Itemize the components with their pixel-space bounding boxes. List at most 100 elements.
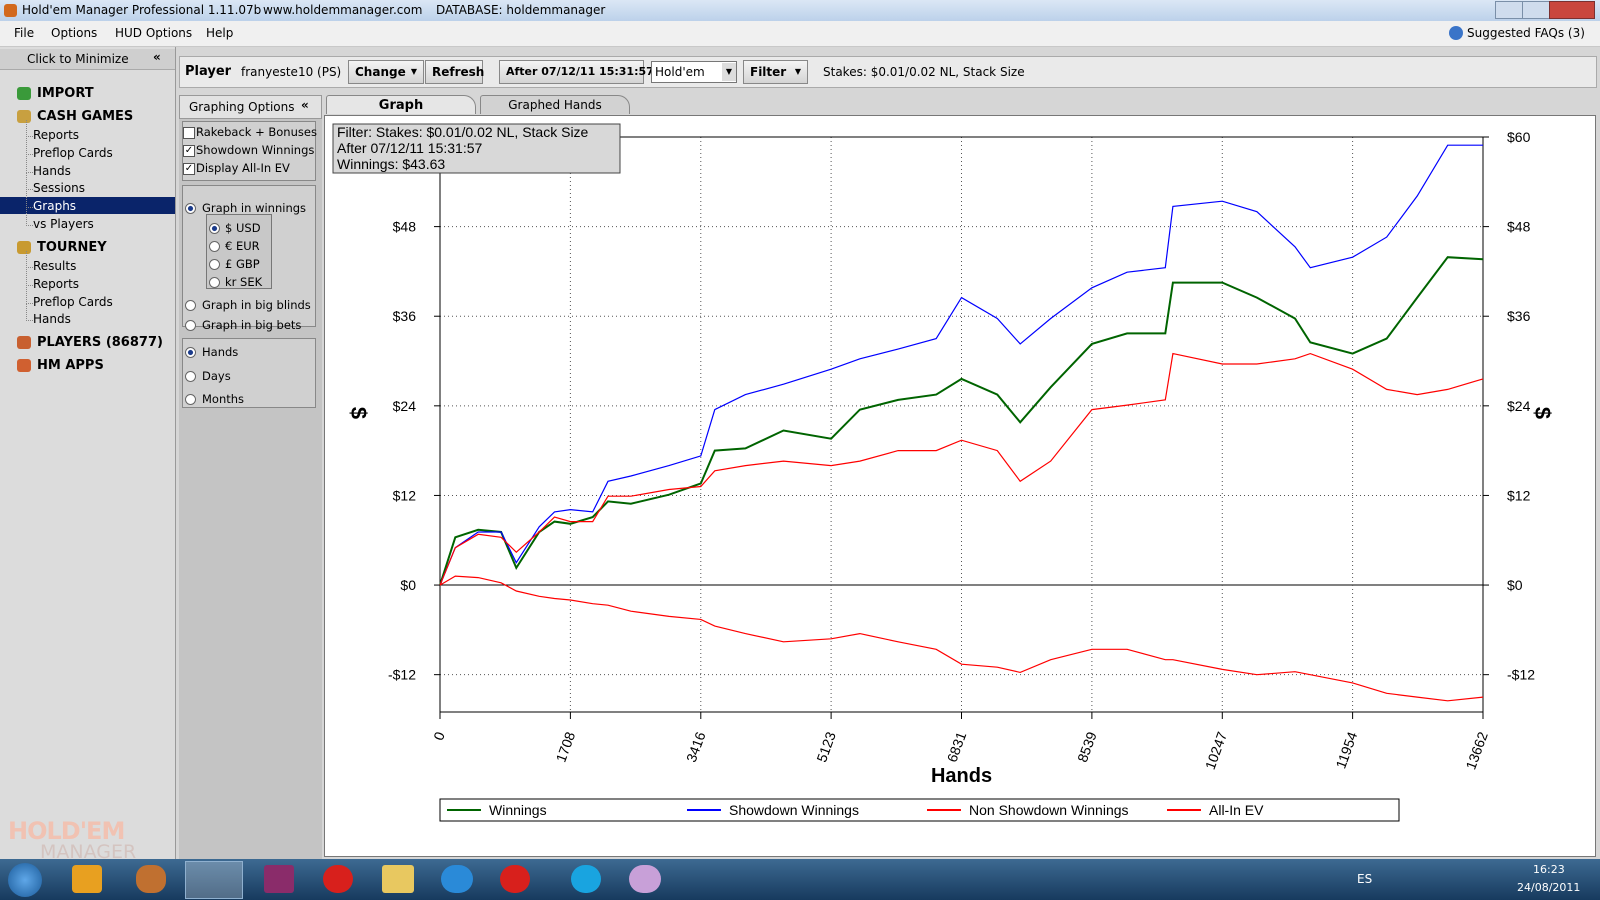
checkbox-label[interactable]: Showdown Winnings — [196, 143, 315, 157]
section-header[interactable]: HM APPS — [37, 358, 104, 374]
clock-time: 16:23 — [1533, 863, 1565, 876]
tab[interactable]: Graph — [326, 95, 476, 114]
change-button[interactable]: Change ▼ — [348, 60, 424, 84]
tree-line — [26, 251, 33, 268]
menu-item[interactable]: File — [14, 26, 35, 40]
radio[interactable] — [185, 347, 196, 358]
annotation-box — [332, 123, 621, 174]
clock-date: 24/08/2011 — [1517, 881, 1581, 894]
checkbox-label[interactable]: Display All-In EV — [196, 161, 290, 175]
nav-item[interactable]: Sessions — [33, 181, 86, 196]
language-indicator[interactable]: ES — [1357, 872, 1373, 886]
section-icon — [17, 87, 31, 100]
taskbar-app[interactable] — [571, 865, 601, 893]
legend-label: All-In EV — [1209, 802, 1264, 818]
menu-item[interactable]: Options — [51, 26, 98, 40]
section-header[interactable]: TOURNEY — [37, 240, 107, 255]
radio-label[interactable]: $ USD — [225, 221, 261, 235]
x-tick-label: 3416 — [683, 729, 709, 764]
radio[interactable] — [185, 320, 196, 331]
radio-label[interactable]: kr SEK — [225, 275, 263, 289]
taskbar-app[interactable] — [323, 865, 353, 893]
nav-item[interactable]: Preflop Cards — [33, 294, 113, 309]
nav-item[interactable]: vs Players — [33, 217, 94, 231]
minimize-bar[interactable]: Click to Minimize « — [0, 49, 175, 70]
radio-label[interactable]: Graph in big blinds — [202, 298, 311, 312]
taskbar-app[interactable] — [500, 865, 530, 893]
stakes-text: Stakes: $0.01/0.02 NL, Stack Size — [823, 65, 1025, 79]
y-tick-label: $48 — [393, 219, 417, 235]
collapse-arrow[interactable]: « — [301, 98, 309, 112]
radio-label[interactable]: Graph in big bets — [202, 318, 302, 332]
radio-label[interactable]: Hands — [202, 345, 239, 359]
section-header[interactable]: PLAYERS (86877) — [37, 335, 163, 351]
game-select[interactable]: Hold'em ▼ — [651, 61, 737, 83]
checkbox-label[interactable]: Rakeback + Bonuses — [196, 125, 317, 139]
tree-line — [26, 304, 33, 322]
radio-label[interactable]: £ GBP — [225, 257, 260, 271]
radio[interactable] — [185, 203, 196, 214]
y2-tick-label: $24 — [1507, 398, 1531, 414]
radio[interactable] — [209, 259, 220, 270]
radio[interactable] — [185, 300, 196, 311]
y2-tick-label: $12 — [1507, 487, 1531, 503]
minimize-button[interactable] — [1495, 1, 1523, 19]
series-line — [439, 575, 1484, 702]
section-header[interactable]: CASH GAMES — [37, 109, 134, 124]
refresh-button[interactable]: Refresh — [425, 60, 484, 84]
taskbar-app[interactable] — [382, 865, 414, 893]
graphing-options-header: Graphing Options « — [179, 95, 322, 119]
radio-label[interactable]: Months — [202, 392, 245, 406]
nav-item[interactable]: Reports — [33, 276, 80, 291]
radio-label[interactable]: Days — [202, 368, 231, 383]
section-icon — [17, 241, 31, 254]
checkbox[interactable] — [183, 127, 195, 139]
nav-item[interactable]: Preflop Cards — [33, 145, 113, 160]
radio-label[interactable]: Graph in winnings — [202, 201, 307, 215]
radio[interactable] — [209, 223, 220, 234]
section-header[interactable]: IMPORT — [37, 86, 94, 101]
taskbar-app[interactable] — [264, 865, 294, 893]
taskbar-app[interactable] — [441, 865, 473, 893]
y2-tick-label: $60 — [1507, 129, 1531, 145]
maximize-button[interactable] — [1522, 1, 1550, 19]
app-icon — [4, 4, 17, 17]
window-database: DATABASE: holdemmanager — [436, 3, 606, 17]
period-group — [182, 338, 316, 408]
radio[interactable] — [209, 277, 220, 288]
radio-label[interactable]: € EUR — [225, 239, 260, 253]
nav-item[interactable]: Results — [33, 259, 77, 273]
taskbar-app[interactable] — [72, 865, 102, 893]
section-icon — [17, 336, 31, 350]
taskbar-app-active[interactable] — [185, 861, 243, 899]
radio[interactable] — [185, 394, 196, 405]
menu-item[interactable]: HUD Options — [115, 26, 193, 40]
logo-top: HOLD'EM — [8, 817, 125, 845]
menu-bar: Suggested FAQs (3) File Options HUD Option… — [0, 21, 1600, 47]
tree-line — [26, 268, 33, 286]
taskbar-app[interactable] — [629, 865, 661, 893]
date-filter-button[interactable]: After 07/12/11 15:31:57 — [499, 60, 654, 84]
close-button[interactable] — [1549, 1, 1595, 19]
nav-item[interactable]: Reports — [33, 128, 80, 142]
y-axis-label: $ — [346, 407, 371, 419]
nav-item[interactable]: Hands — [33, 163, 71, 178]
radio[interactable] — [209, 241, 220, 252]
checkbox[interactable]: ✓ — [183, 145, 195, 157]
start-button[interactable] — [8, 863, 42, 897]
y2-tick-label: -$12 — [1507, 667, 1535, 683]
legend-label: Showdown Winnings — [729, 802, 859, 818]
radio[interactable] — [185, 370, 196, 382]
faq-link[interactable]: Suggested FAQs (3) — [1467, 26, 1585, 40]
nav-item[interactable]: Graphs — [33, 199, 77, 214]
tab[interactable]: Graphed Hands — [480, 95, 630, 114]
menu-item[interactable]: Help — [206, 26, 234, 40]
taskbar-app[interactable] — [136, 865, 166, 893]
nav-item[interactable]: Hands — [33, 312, 71, 327]
chart: -$12 -$12 $0 $0 $12 $12 $24 $24 $36 $36 $48 $48 $60 $… — [332, 123, 1555, 822]
annotation-line: Winnings: $43.63 — [337, 156, 445, 172]
checkbox[interactable]: ✓ — [183, 163, 195, 175]
tree-line — [26, 191, 33, 209]
filter-button[interactable]: Filter ▼ — [743, 60, 808, 84]
